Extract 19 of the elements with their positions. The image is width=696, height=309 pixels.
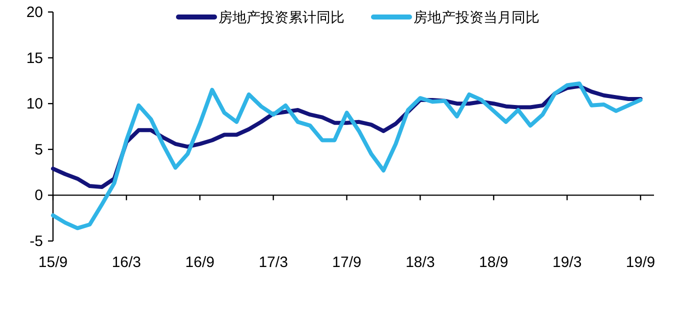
legend-label: 房地产投资累计同比 <box>218 9 344 25</box>
y-tick-label: 10 <box>26 96 43 113</box>
x-tick-label: 17/3 <box>258 254 288 271</box>
legend-item: 房地产投资当月同比 <box>371 9 540 25</box>
x-tick-label: 18/3 <box>406 254 435 271</box>
x-tick-label: 18/9 <box>479 254 508 271</box>
x-tick-label: 19/9 <box>626 254 656 271</box>
legend-label: 房地产投资当月同比 <box>414 9 540 25</box>
x-tick-label: 15/9 <box>38 254 68 271</box>
legend-item: 房地产投资累计同比 <box>176 9 344 25</box>
x-tick-label: 19/3 <box>552 254 582 271</box>
y-tick-label: 20 <box>26 4 43 21</box>
x-tick-label: 16/3 <box>112 254 142 271</box>
y-tick-label: -5 <box>30 233 43 250</box>
y-tick-label: 5 <box>34 141 43 158</box>
x-tick-label: 16/9 <box>185 254 214 271</box>
y-tick-label: 0 <box>34 187 43 204</box>
y-tick-label: 15 <box>26 50 43 67</box>
x-tick-label: 17/9 <box>332 254 362 271</box>
